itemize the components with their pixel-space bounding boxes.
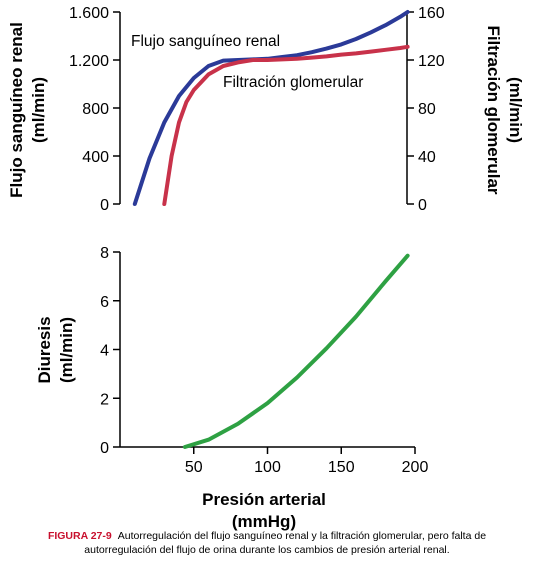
- top-right-tick-label: 80: [418, 101, 436, 118]
- top-left-tick-label: 0: [100, 197, 109, 214]
- top-left-y-axis-label-line-1: Flujo sanguíneo renal: [7, 22, 26, 198]
- top-right-y-axis-label: Filtración glomerular (ml/min): [484, 25, 525, 194]
- series-label-flujo: Flujo sanguíneo renal: [131, 33, 280, 50]
- top-left-tick-label: 400: [82, 149, 109, 166]
- diuresis-line: [182, 253, 410, 449]
- top-right-y-axis-label-line-2: (ml/min): [506, 77, 525, 143]
- bottom-y-axis-label-line-2: (ml/min): [57, 317, 76, 383]
- bottom-y-tick-label: 0: [100, 440, 109, 457]
- x-axis-label-line-2: (mmHg): [232, 512, 296, 531]
- caption-figure-label: FIGURA 27-9: [47, 530, 112, 542]
- bottom-y-axis-label-line-1: Diuresis: [35, 316, 54, 383]
- bottom-x-tick-label: 50: [185, 459, 203, 476]
- caption-line-1: FIGURA 27-9 Autorregulación del flujo san…: [0, 529, 534, 543]
- bottom-y-tick-label: 8: [100, 245, 109, 262]
- caption-text-line-1: Autorregulación del flujo sanguíneo rena…: [117, 530, 487, 542]
- bottom-series-group: [182, 253, 410, 449]
- bottom-chart: Diuresis (ml/min) 0 2 4 6 8 50 100 150 200 Pres…: [35, 245, 428, 531]
- bottom-x-axis: 50 100 150 200: [120, 446, 429, 476]
- bottom-y-axis-label: Diuresis (ml/min): [35, 316, 76, 383]
- top-left-tick-label: 1.600: [69, 5, 109, 22]
- x-axis-label-line-1: Presión arterial: [202, 490, 326, 509]
- series-label-filtracion: Filtración glomerular: [223, 74, 363, 91]
- top-right-tick-label: 0: [418, 197, 427, 214]
- top-left-y-axis: 0 400 800 1.200 1.600: [69, 5, 121, 214]
- caption-text-line-2: autorregulación del flujo de orina duran…: [84, 544, 450, 556]
- bottom-x-tick-label: 100: [254, 459, 281, 476]
- figure-caption: FIGURA 27-9 Autorregulación del flujo san…: [0, 529, 534, 557]
- bottom-y-tick-label: 2: [100, 391, 109, 408]
- bottom-y-tick-label: 4: [100, 343, 109, 360]
- top-right-tick-label: 160: [418, 5, 445, 22]
- top-right-tick-label: 120: [418, 53, 445, 70]
- top-left-tick-label: 800: [82, 101, 109, 118]
- top-chart: Flujo sanguíneo renal (ml/min) Filtració…: [7, 5, 525, 214]
- top-left-y-axis-label: Flujo sanguíneo renal (ml/min): [7, 22, 48, 198]
- top-right-tick-label: 40: [418, 149, 436, 166]
- top-series-group: [132, 10, 410, 206]
- bottom-y-tick-label: 6: [100, 294, 109, 311]
- x-axis-label: Presión arterial (mmHg): [202, 490, 326, 531]
- top-left-tick-label: 1.200: [69, 53, 109, 70]
- bottom-x-tick-label: 200: [402, 459, 429, 476]
- bottom-y-axis: 0 2 4 6 8: [100, 245, 121, 457]
- top-right-y-axis-label-line-1: Filtración glomerular: [484, 25, 503, 194]
- bottom-x-tick-label: 150: [328, 459, 355, 476]
- filtracion-glomerular-line: [162, 44, 410, 206]
- top-left-y-axis-label-line-2: (ml/min): [29, 77, 48, 143]
- top-right-y-axis: 0 40 80 120 160: [406, 5, 445, 214]
